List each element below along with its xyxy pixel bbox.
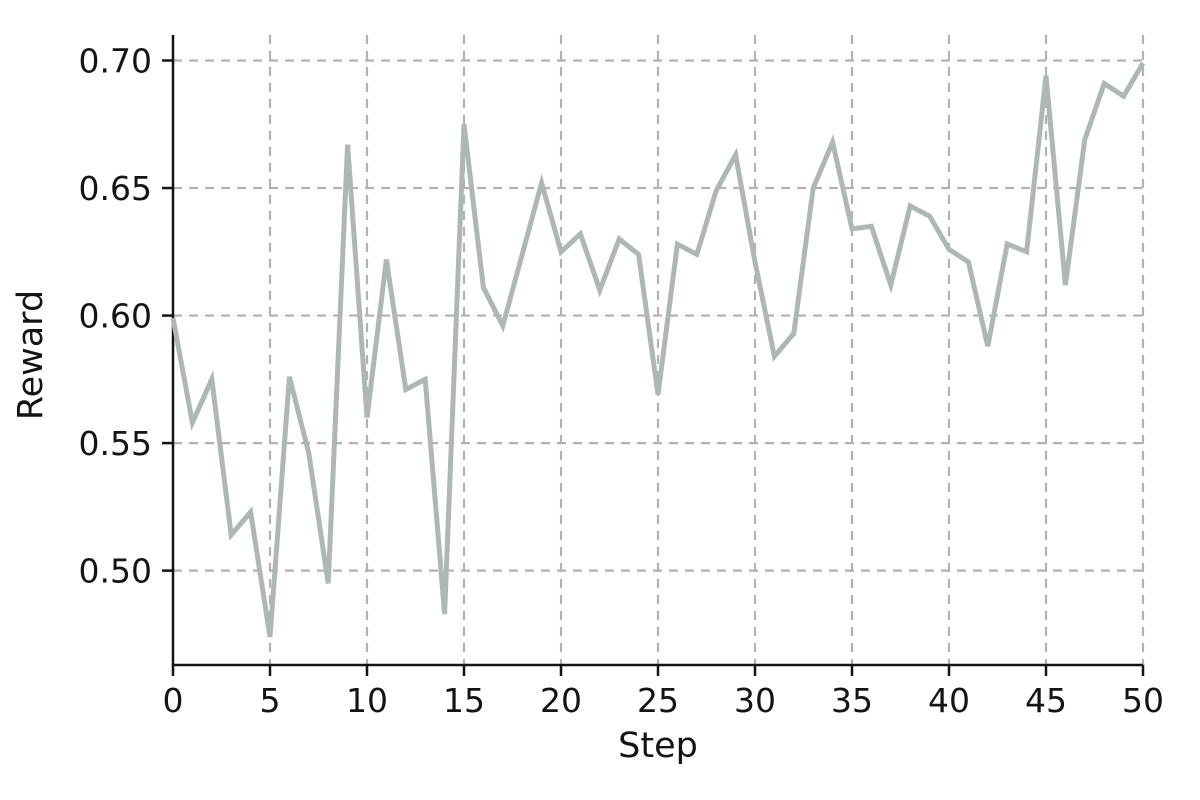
x-tick-label: 25	[637, 681, 679, 720]
x-tick-label: 20	[540, 681, 582, 720]
x-tick-label: 50	[1122, 681, 1164, 720]
y-axis-label: Reward	[11, 290, 51, 420]
y-tick-label: 0.60	[79, 297, 152, 336]
x-tick-label: 15	[443, 681, 485, 720]
x-tick-label: 45	[1025, 681, 1067, 720]
y-tick-label: 0.50	[79, 552, 152, 591]
y-tick-label: 0.70	[79, 42, 152, 81]
x-tick-label: 0	[163, 681, 184, 720]
data-series	[170, 61, 1146, 638]
y-tick-label: 0.65	[79, 169, 152, 208]
grid-lines	[173, 35, 1145, 665]
x-tick-label: 10	[346, 681, 388, 720]
x-tick-label: 5	[260, 681, 281, 720]
x-tick-label: 30	[734, 681, 776, 720]
x-axis-label: Step	[618, 726, 698, 766]
x-tick-label: 40	[928, 681, 970, 720]
y-tick-label: 0.55	[79, 424, 152, 463]
axis-ticks	[162, 59, 1145, 676]
reward-line	[170, 61, 1146, 638]
x-tick-label: 35	[831, 681, 873, 720]
axis-tick-labels: 0 5 10 15 20 25 30 35 40 45 50 0.50 0.55 0.60 0.65 0.70	[79, 42, 1164, 720]
